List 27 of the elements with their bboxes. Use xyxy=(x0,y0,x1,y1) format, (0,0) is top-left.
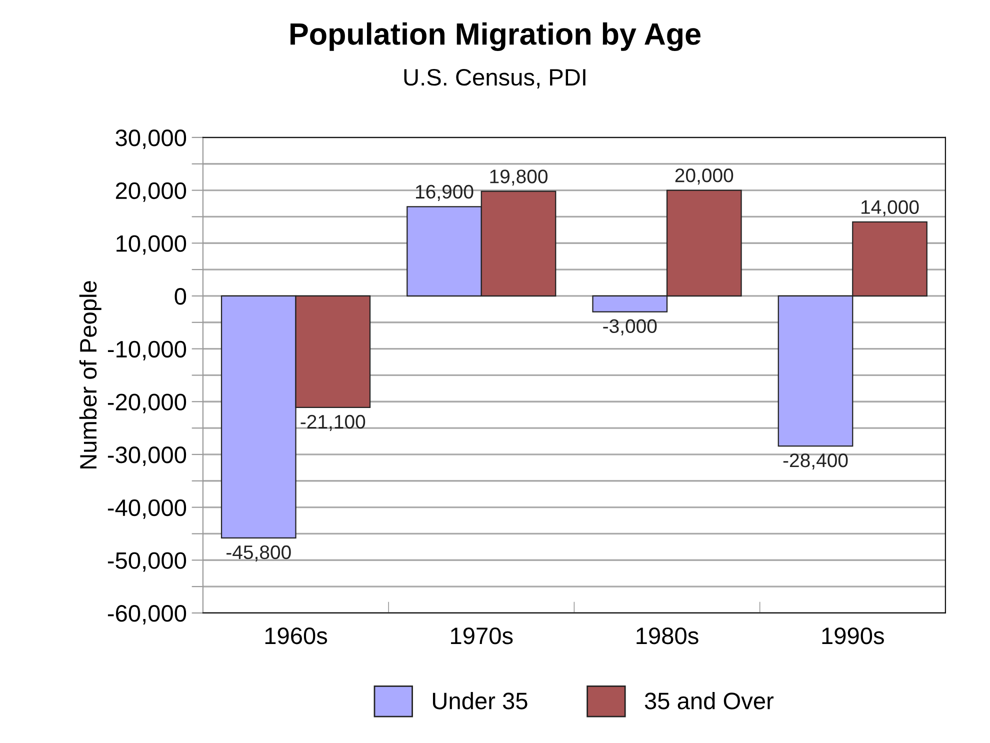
data-label: -45,800 xyxy=(226,545,291,562)
data-label: -21,100 xyxy=(300,414,366,431)
y-tick-label: 0 xyxy=(174,288,186,305)
y-tick-label: 10,000 xyxy=(116,235,186,255)
x-tick-label: 1970s xyxy=(451,627,513,644)
y-tick-label: -30,000 xyxy=(108,446,186,466)
chart-subtitle: U.S. Census, PDI xyxy=(404,68,586,88)
y-tick-label: -10,000 xyxy=(108,340,186,360)
data-label: -28,400 xyxy=(783,453,848,470)
x-tick-label: 1960s xyxy=(265,627,328,644)
x-tick-label: 1980s xyxy=(636,627,698,644)
y-tick-label: 20,000 xyxy=(116,182,186,202)
legend-label: Under 35 xyxy=(432,692,528,710)
y-tick-label: -50,000 xyxy=(108,552,186,572)
data-label: 14,000 xyxy=(862,200,919,216)
x-tick-label: 1990s xyxy=(822,627,884,644)
y-axis-title: Number of People xyxy=(79,281,102,468)
y-tick-label: -40,000 xyxy=(108,499,186,519)
y-tick-label: 30,000 xyxy=(116,130,186,150)
data-label: 19,800 xyxy=(490,170,548,186)
chart-title: Population Migration by Age xyxy=(290,22,700,52)
data-label: -3,000 xyxy=(603,319,657,336)
y-tick-label: -20,000 xyxy=(108,394,186,414)
y-tick-label: -60,000 xyxy=(108,605,186,625)
data-label: 16,900 xyxy=(416,184,474,201)
legend-label: 35 and Over xyxy=(644,692,774,710)
data-label: 20,000 xyxy=(675,168,734,185)
